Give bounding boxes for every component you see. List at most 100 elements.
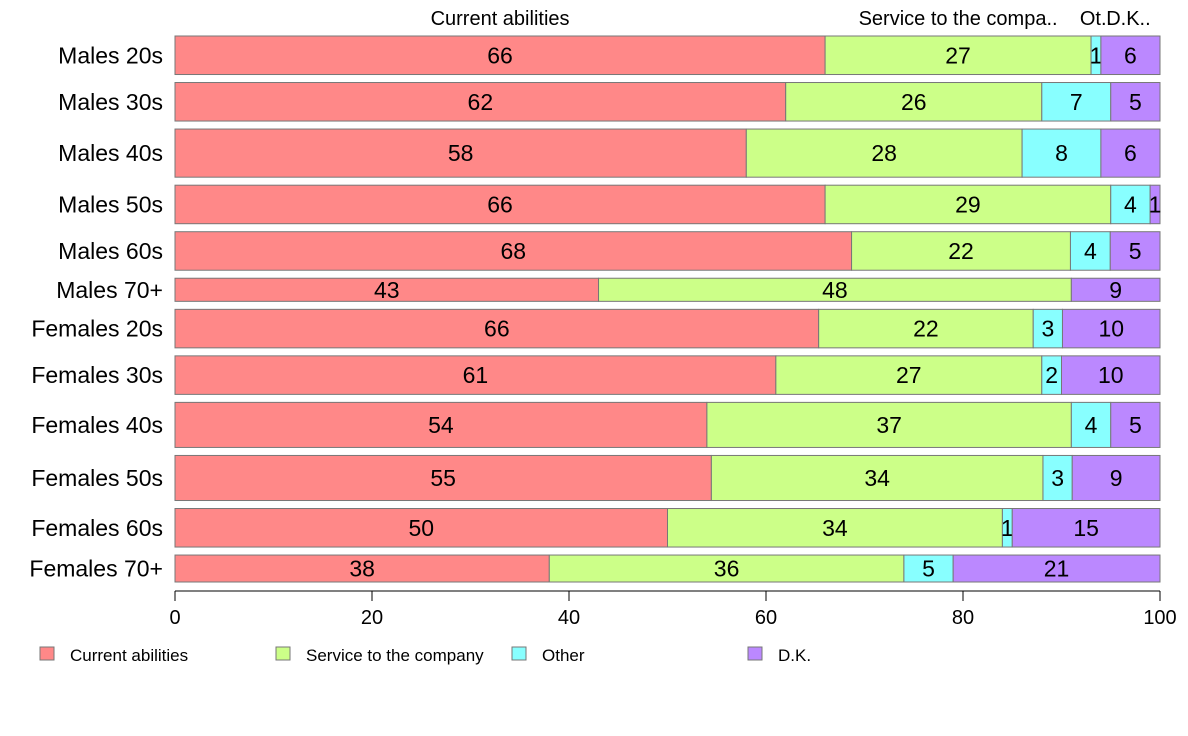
legend-label-d-k: D.K. xyxy=(778,646,811,665)
data-label-d-k-females-30s: 10 xyxy=(1098,362,1124,388)
data-label-other-males-50s: 4 xyxy=(1124,191,1137,217)
data-label-d-k-males-70: 9 xyxy=(1109,277,1122,303)
bar-current-abilities-females-20s xyxy=(174,308,820,349)
bar-service-to-the-company-males-40s xyxy=(745,128,1023,178)
column-header-4: D.K.. xyxy=(1106,8,1150,30)
bar-service-to-the-company-males-50s xyxy=(824,184,1112,225)
data-label-current-abilities-females-20s: 66 xyxy=(484,316,510,342)
data-label-current-abilities-females-50s: 55 xyxy=(430,465,456,491)
legend-swatch-d-k xyxy=(747,646,763,661)
x-tick-label-40: 40 xyxy=(558,607,580,629)
column-header-2: Service to the compa.. xyxy=(859,8,1058,30)
data-label-current-abilities-females-70: 38 xyxy=(349,556,375,582)
x-tick-label-20: 20 xyxy=(361,607,383,629)
x-axis: 0 20 40 60 80 100 xyxy=(169,590,1177,629)
row-label-males-50s: Males 50s xyxy=(58,191,163,217)
row-label-females-60s: Females 60s xyxy=(31,515,163,541)
data-label-other-females-30s: 2 xyxy=(1045,362,1058,388)
data-label-service-to-the-company-females-20s: 22 xyxy=(913,316,939,342)
data-label-current-abilities-males-60s: 68 xyxy=(500,238,526,264)
bar-d-k-males-70 xyxy=(1070,277,1161,302)
row-label-females-50s: Females 50s xyxy=(31,465,163,491)
bar-current-abilities-females-70 xyxy=(174,554,550,583)
data-label-d-k-males-30s: 5 xyxy=(1129,89,1142,115)
data-label-current-abilities-males-40s: 58 xyxy=(448,140,474,166)
row-label-females-40s: Females 40s xyxy=(31,412,163,438)
bar-current-abilities-females-30s xyxy=(174,355,777,395)
data-label-d-k-males-40s: 6 xyxy=(1124,140,1137,166)
data-label-other-females-20s: 3 xyxy=(1041,316,1054,342)
x-tick-label-60: 60 xyxy=(755,607,777,629)
data-label-service-to-the-company-females-30s: 27 xyxy=(896,362,922,388)
data-label-other-females-70: 5 xyxy=(922,556,935,582)
bar-d-k-females-20s xyxy=(1061,308,1161,349)
column-headers: Current abilities Service to the compa.. O… xyxy=(431,8,1151,30)
row-label-males-70: Males 70+ xyxy=(56,277,163,303)
row-label-females-20s: Females 20s xyxy=(31,316,163,342)
data-label-d-k-males-60s: 5 xyxy=(1129,238,1142,264)
legend-label-service-to-the-company: Service to the company xyxy=(306,646,484,665)
row-label-females-70: Females 70+ xyxy=(29,556,163,582)
data-label-service-to-the-company-males-20s: 27 xyxy=(945,42,971,68)
data-label-other-females-60s: 1 xyxy=(1001,515,1014,541)
legend-label-other: Other xyxy=(542,646,585,665)
bar-service-to-the-company-females-20s xyxy=(818,308,1034,349)
column-header-1: Current abilities xyxy=(431,8,570,30)
bar-d-k-males-30s xyxy=(1110,82,1161,122)
legend-swatch-current-abilities xyxy=(39,646,55,661)
bar-current-abilities-females-40s xyxy=(174,401,708,448)
data-label-service-to-the-company-males-50s: 29 xyxy=(955,191,981,217)
data-label-current-abilities-females-30s: 61 xyxy=(463,362,489,388)
legend-label-current-abilities: Current abilities xyxy=(70,646,188,665)
bar-d-k-females-60s xyxy=(1011,508,1161,548)
x-tick-label-0: 0 xyxy=(169,607,180,629)
row-labels: Males 20s Males 30s Males 40s Males 50s Male… xyxy=(29,42,163,581)
column-header-3: Ot.. xyxy=(1080,8,1112,30)
data-label-service-to-the-company-males-40s: 28 xyxy=(871,140,897,166)
bar-service-to-the-company-females-30s xyxy=(775,355,1043,395)
row-label-males-60s: Males 60s xyxy=(58,238,163,264)
data-label-d-k-females-40s: 5 xyxy=(1129,412,1142,438)
data-label-service-to-the-company-females-60s: 34 xyxy=(822,515,848,541)
data-label-d-k-females-70: 21 xyxy=(1044,556,1070,582)
bar-service-to-the-company-males-30s xyxy=(785,82,1043,122)
data-label-other-males-20s: 1 xyxy=(1090,42,1103,68)
data-label-d-k-females-50s: 9 xyxy=(1110,465,1123,491)
data-label-current-abilities-males-20s: 66 xyxy=(487,42,513,68)
bar-d-k-males-20s xyxy=(1100,35,1161,76)
data-label-current-abilities-males-30s: 62 xyxy=(468,89,494,115)
data-label-d-k-males-50s: 1 xyxy=(1149,191,1162,217)
bar-d-k-females-40s xyxy=(1110,401,1161,448)
data-label-other-males-30s: 7 xyxy=(1070,89,1083,115)
bar-service-to-the-company-males-60s xyxy=(851,231,1071,271)
bar-service-to-the-company-males-20s xyxy=(824,35,1092,76)
bar-d-k-females-50s xyxy=(1071,454,1161,502)
row-label-females-30s: Females 30s xyxy=(31,362,163,388)
data-label-service-to-the-company-males-60s: 22 xyxy=(948,238,974,264)
data-label-service-to-the-company-females-70: 36 xyxy=(714,556,740,582)
data-label-service-to-the-company-males-30s: 26 xyxy=(901,89,927,115)
bar-d-k-males-40s xyxy=(1100,128,1161,178)
data-label-d-k-females-20s: 10 xyxy=(1098,316,1124,342)
bar-other-females-40s xyxy=(1070,401,1112,448)
bar-d-k-females-30s xyxy=(1061,355,1161,395)
bar-d-k-males-50s xyxy=(1149,184,1161,225)
bar-service-to-the-company-females-50s xyxy=(710,454,1044,502)
row-label-males-30s: Males 30s xyxy=(58,89,163,115)
data-label-other-males-40s: 8 xyxy=(1055,140,1068,166)
data-label-current-abilities-males-50s: 66 xyxy=(487,191,513,217)
bar-service-to-the-company-females-60s xyxy=(667,508,1003,548)
data-label-service-to-the-company-females-40s: 37 xyxy=(876,412,902,438)
x-tick-label-80: 80 xyxy=(952,607,974,629)
bar-service-to-the-company-females-40s xyxy=(706,401,1072,448)
data-label-other-males-60s: 4 xyxy=(1084,238,1097,264)
data-label-current-abilities-males-70: 43 xyxy=(374,277,400,303)
row-label-males-40s: Males 40s xyxy=(58,140,163,166)
x-tick-label-100: 100 xyxy=(1143,607,1176,629)
data-label-service-to-the-company-males-70: 48 xyxy=(822,277,848,303)
bar-current-abilities-males-60s xyxy=(174,231,853,271)
row-label-males-20s: Males 20s xyxy=(58,42,163,68)
legend-swatch-other xyxy=(511,646,527,661)
data-label-current-abilities-females-40s: 54 xyxy=(428,412,454,438)
